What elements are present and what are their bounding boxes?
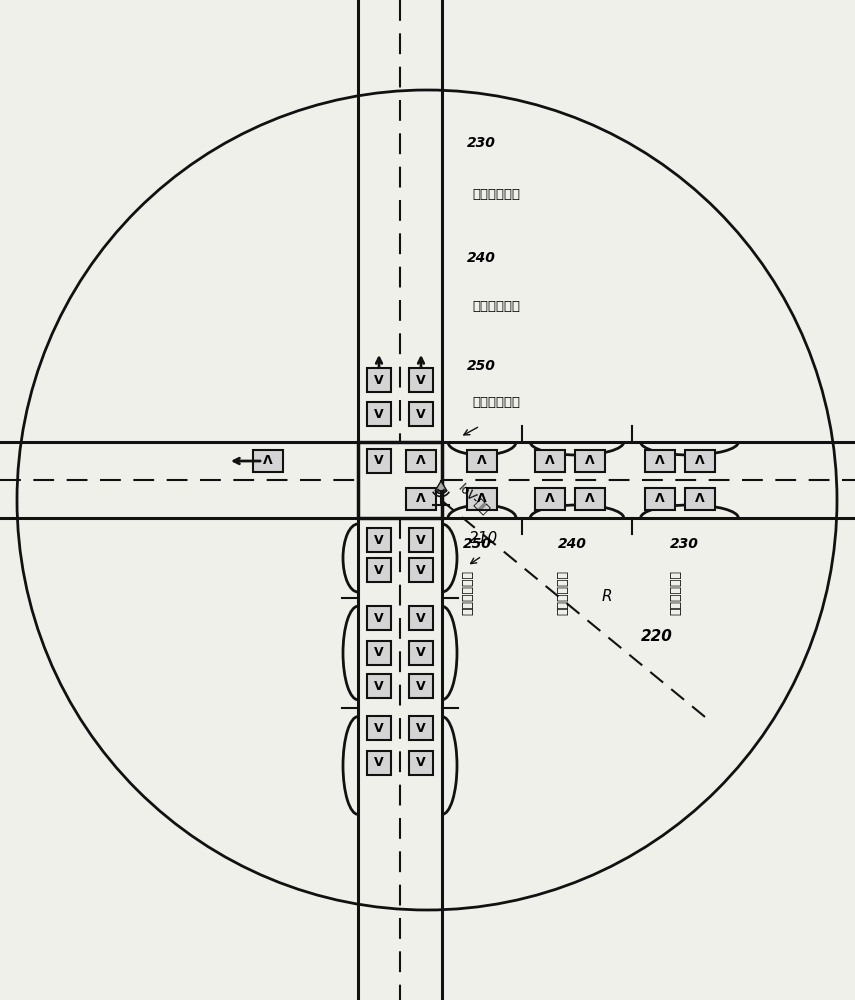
Text: V: V	[416, 611, 426, 624]
FancyBboxPatch shape	[409, 528, 433, 552]
FancyBboxPatch shape	[409, 716, 433, 740]
FancyBboxPatch shape	[645, 450, 675, 472]
Text: V: V	[416, 373, 426, 386]
Text: Λ: Λ	[263, 454, 273, 468]
Text: V: V	[416, 722, 426, 734]
FancyBboxPatch shape	[575, 450, 605, 472]
FancyBboxPatch shape	[406, 488, 436, 510]
Text: 东行控制区域: 东行控制区域	[462, 570, 475, 615]
Text: V: V	[374, 647, 384, 660]
Text: V: V	[374, 534, 384, 546]
Text: Λ: Λ	[695, 492, 705, 506]
FancyBboxPatch shape	[575, 488, 605, 510]
Text: Λ: Λ	[416, 454, 426, 468]
FancyBboxPatch shape	[535, 488, 565, 510]
FancyBboxPatch shape	[409, 606, 433, 630]
Text: 240: 240	[467, 251, 496, 265]
FancyBboxPatch shape	[367, 674, 391, 698]
FancyBboxPatch shape	[645, 488, 675, 510]
FancyBboxPatch shape	[358, 442, 442, 518]
FancyBboxPatch shape	[685, 488, 715, 510]
FancyBboxPatch shape	[367, 641, 391, 665]
FancyBboxPatch shape	[367, 751, 391, 775]
FancyBboxPatch shape	[367, 449, 391, 473]
FancyBboxPatch shape	[685, 450, 715, 472]
Text: V: V	[374, 680, 384, 692]
Text: V: V	[374, 408, 384, 420]
Polygon shape	[435, 481, 447, 491]
FancyBboxPatch shape	[367, 558, 391, 582]
Text: Λ: Λ	[477, 454, 486, 468]
Text: 北行信息区域: 北行信息区域	[472, 188, 520, 201]
FancyBboxPatch shape	[409, 558, 433, 582]
FancyBboxPatch shape	[367, 716, 391, 740]
Text: 210: 210	[469, 531, 498, 546]
Text: V: V	[374, 722, 384, 734]
Text: V: V	[416, 680, 426, 692]
FancyBboxPatch shape	[535, 450, 565, 472]
FancyBboxPatch shape	[409, 368, 433, 392]
Text: V: V	[374, 373, 384, 386]
FancyBboxPatch shape	[367, 606, 391, 630]
Text: V: V	[416, 647, 426, 660]
Text: Λ: Λ	[655, 454, 665, 468]
Text: V: V	[374, 756, 384, 770]
FancyBboxPatch shape	[367, 402, 391, 426]
Text: Λ: Λ	[477, 492, 486, 506]
FancyBboxPatch shape	[367, 368, 391, 392]
Text: Λ: Λ	[545, 454, 555, 468]
Text: 230: 230	[467, 136, 496, 150]
Text: 250: 250	[463, 537, 492, 551]
FancyBboxPatch shape	[467, 450, 497, 472]
Text: 东行信息区域: 东行信息区域	[669, 570, 682, 615]
Text: V: V	[374, 564, 384, 576]
Text: 250: 250	[467, 359, 496, 373]
Text: 北行控制区域: 北行控制区域	[472, 395, 520, 408]
Text: V: V	[416, 564, 426, 576]
Text: 240: 240	[557, 537, 587, 551]
FancyBboxPatch shape	[409, 674, 433, 698]
Text: IoV-边缘: IoV-边缘	[455, 482, 492, 518]
Text: 220: 220	[641, 629, 673, 644]
Text: Λ: Λ	[585, 492, 595, 506]
Text: Λ: Λ	[655, 492, 665, 506]
Text: V: V	[416, 756, 426, 770]
Text: 230: 230	[670, 537, 699, 551]
FancyBboxPatch shape	[467, 488, 497, 510]
Text: V: V	[374, 454, 384, 468]
FancyBboxPatch shape	[409, 751, 433, 775]
FancyBboxPatch shape	[253, 450, 283, 472]
Text: V: V	[374, 611, 384, 624]
Text: Λ: Λ	[695, 454, 705, 468]
FancyBboxPatch shape	[406, 450, 436, 472]
FancyBboxPatch shape	[409, 402, 433, 426]
Text: Λ: Λ	[585, 454, 595, 468]
FancyBboxPatch shape	[367, 528, 391, 552]
Text: Λ: Λ	[545, 492, 555, 506]
Text: 北行排序区域: 北行排序区域	[472, 300, 520, 314]
Text: R: R	[601, 589, 612, 604]
Text: V: V	[416, 534, 426, 546]
FancyBboxPatch shape	[409, 641, 433, 665]
Text: 东行排序区域: 东行排序区域	[557, 570, 569, 615]
Text: V: V	[416, 408, 426, 420]
Text: Λ: Λ	[416, 492, 426, 506]
